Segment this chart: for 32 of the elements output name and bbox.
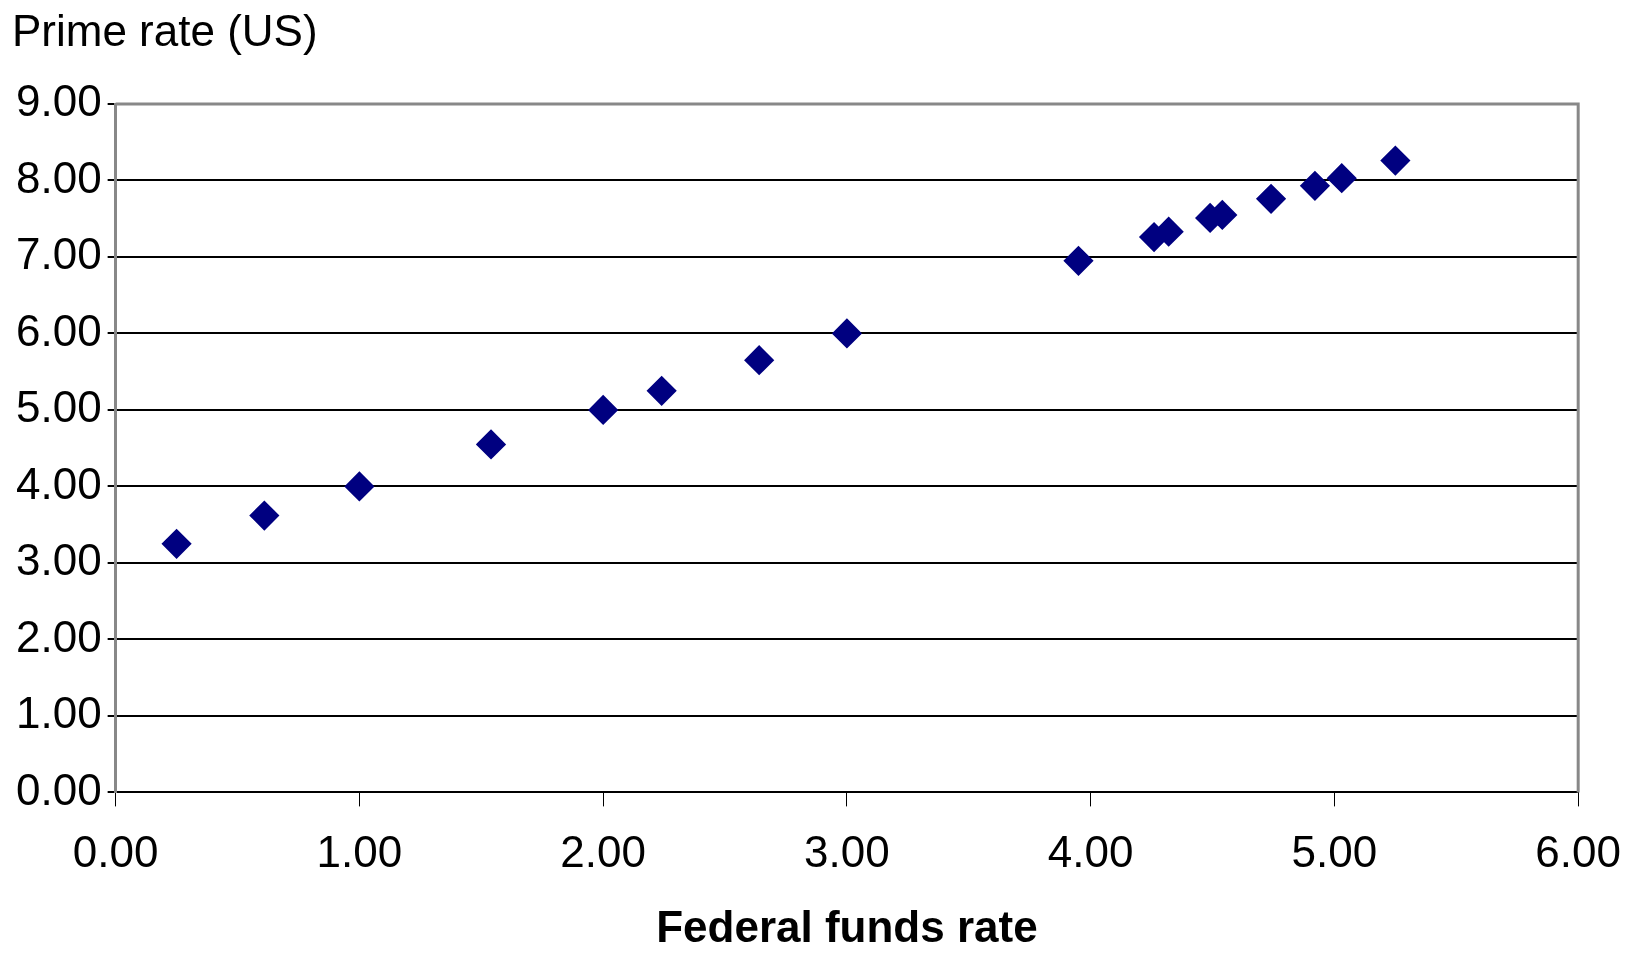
y-tick-label: 2.00 [16,611,102,661]
y-tick-label: 4.00 [16,458,102,508]
point [1327,163,1357,193]
point [647,376,677,406]
point [1380,146,1410,176]
y-axis-title: Prime rate (US) [12,6,318,56]
point [344,471,374,501]
point [832,318,862,348]
x-tick-label: 6.00 [1535,826,1621,876]
point [1063,246,1093,276]
point [1256,184,1286,214]
point [249,501,279,531]
y-tick-label: 0.00 [16,764,102,814]
x-tick-label: 5.00 [1291,826,1378,876]
point [476,429,506,459]
y-tick-label: 1.00 [16,688,102,738]
x-tick-label: 3.00 [804,826,890,876]
y-tick-label: 9.00 [16,76,102,126]
y-tick-label: 7.00 [16,229,102,279]
x-tick-label: 1.00 [316,826,403,876]
y-tick-label: 3.00 [16,535,102,585]
point [744,345,774,375]
x-tick-label: 2.00 [560,826,646,876]
x-tick-label: 4.00 [1047,826,1134,876]
x-tick-label: 0.00 [72,826,159,876]
point [588,395,618,425]
y-tick-label: 5.00 [16,382,102,432]
point [1300,171,1330,201]
point [162,529,192,559]
x-axis-title: Federal funds rate [656,901,1038,951]
y-tick-label: 6.00 [16,305,102,355]
y-tick-label: 8.00 [16,152,102,202]
